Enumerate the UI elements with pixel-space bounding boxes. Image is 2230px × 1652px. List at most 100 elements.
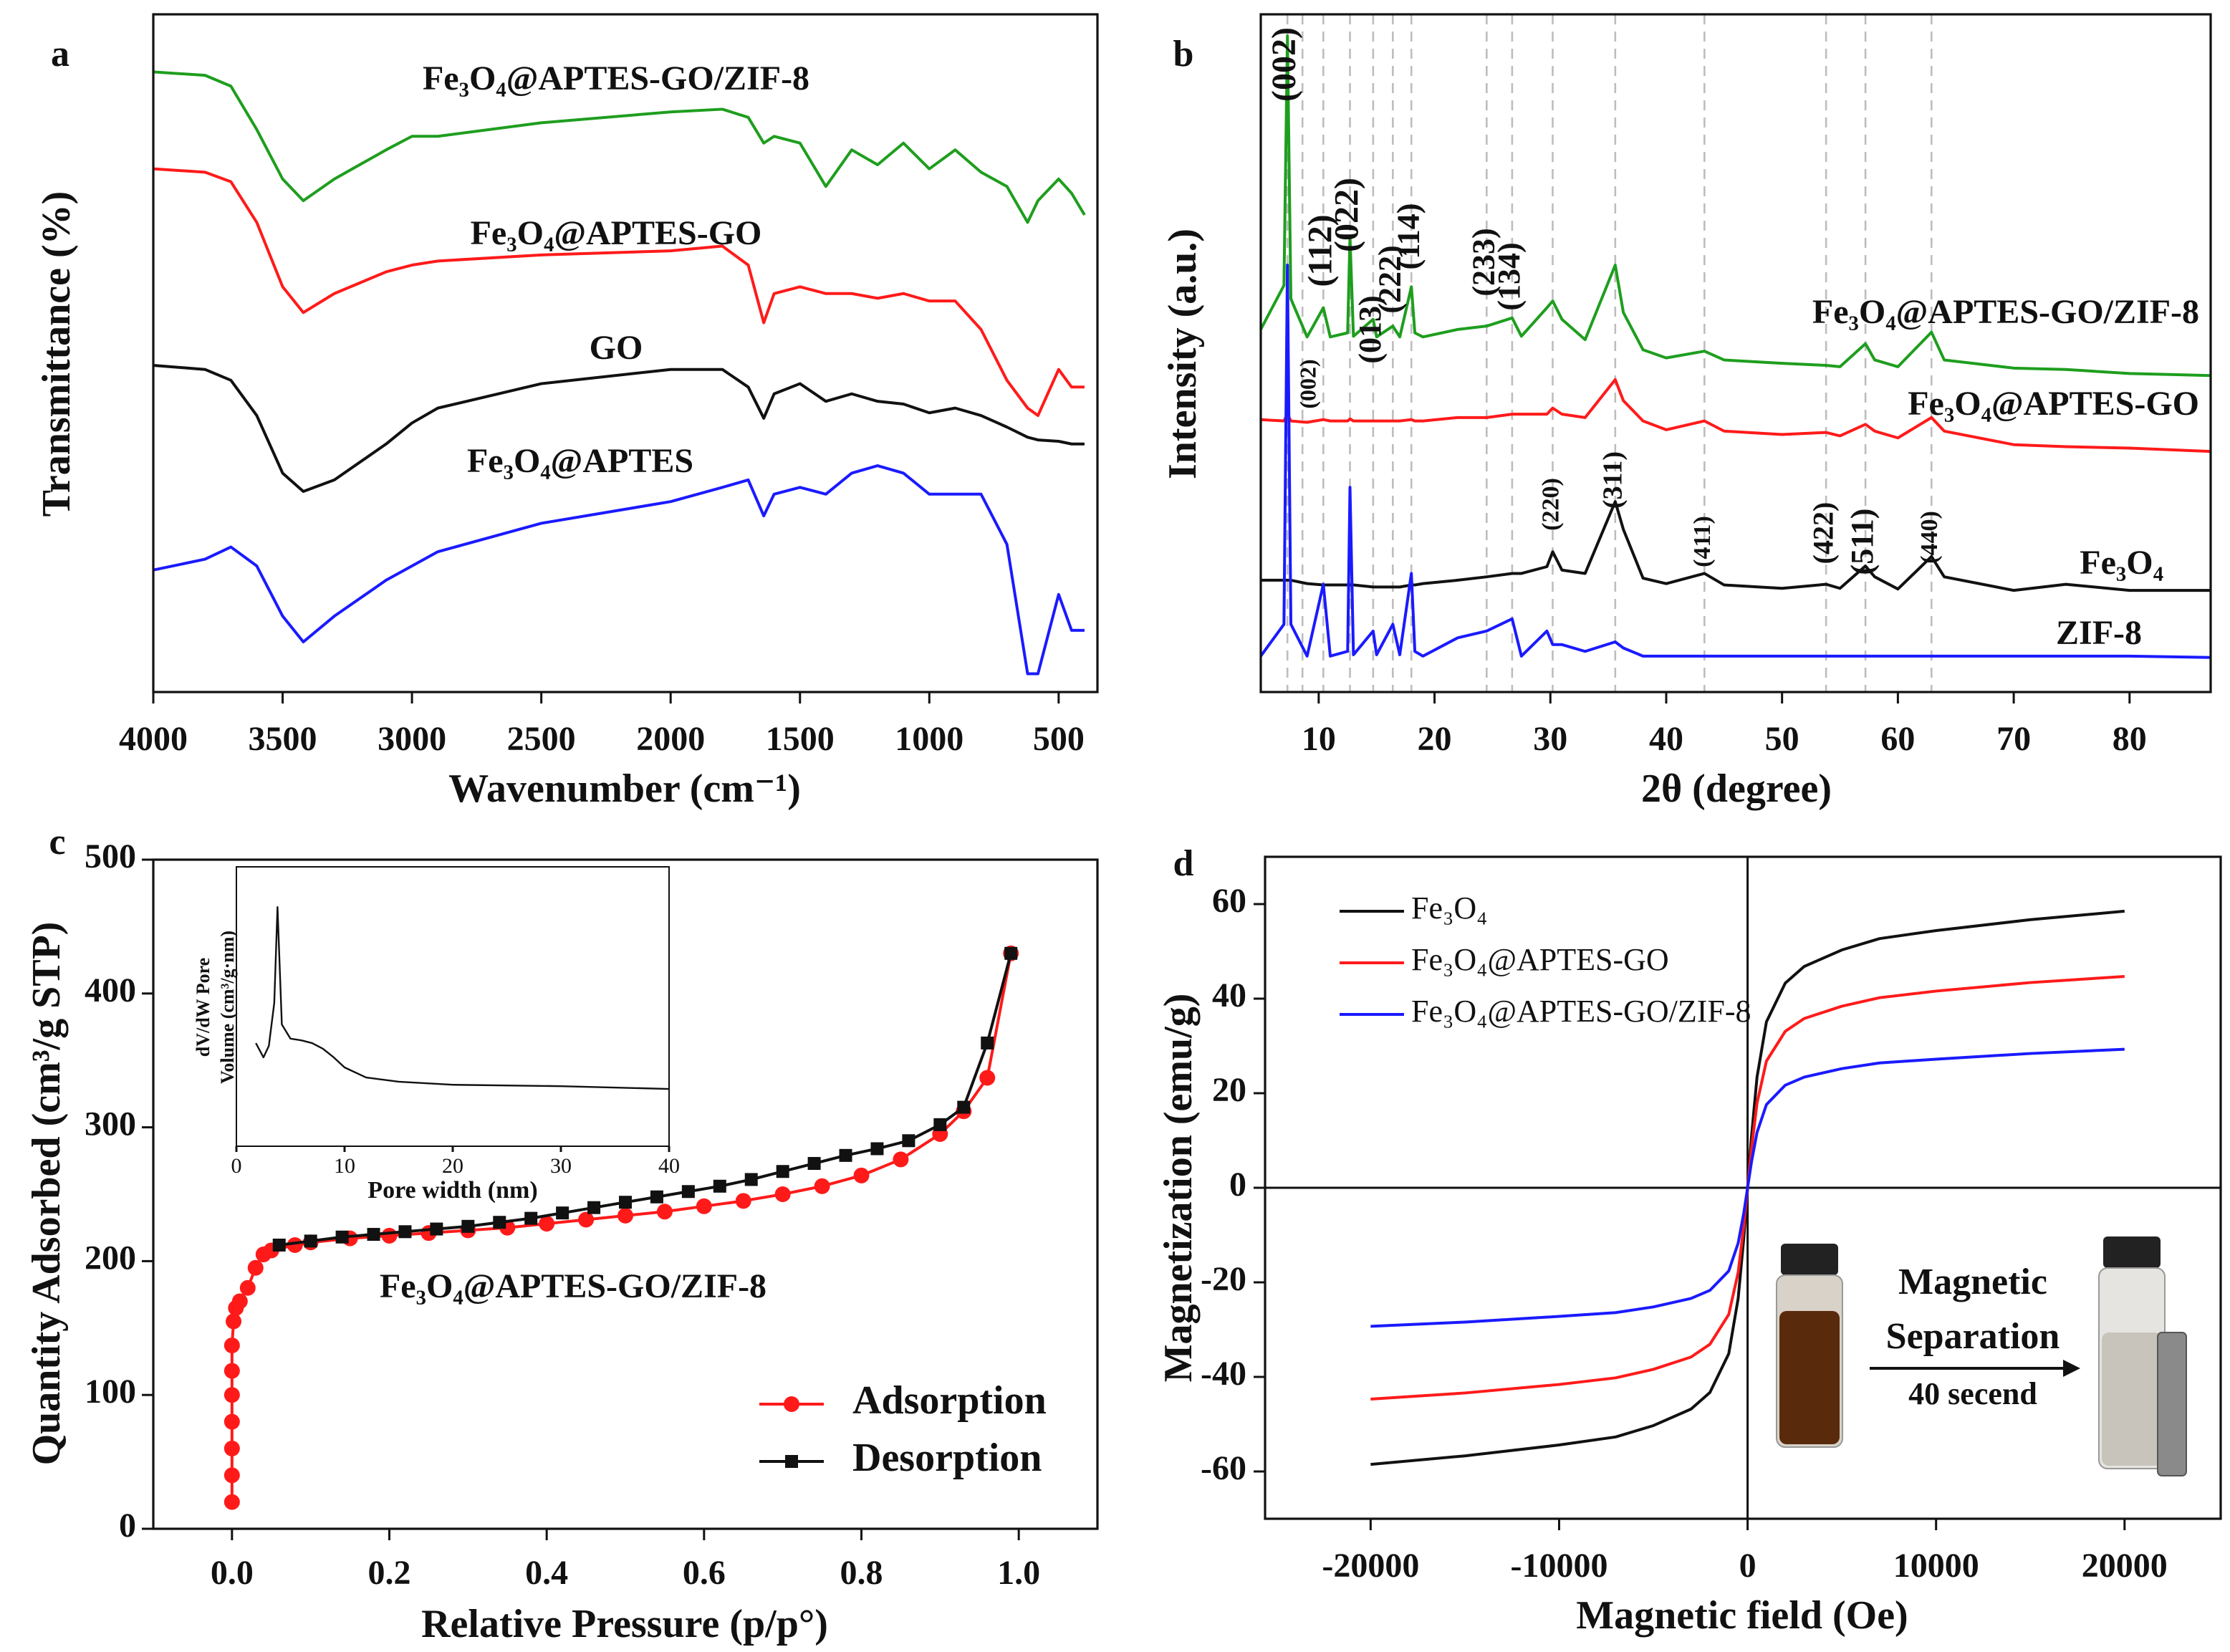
series-line <box>153 464 1085 676</box>
series-label: ZIF-8 <box>2056 614 2142 652</box>
marker <box>335 1230 349 1244</box>
marker <box>681 1185 695 1199</box>
x-tick-label: 40 <box>1649 720 1683 758</box>
x-tick-label: 20 <box>442 1154 463 1178</box>
y-tick-label: -40 <box>1201 1355 1246 1393</box>
plot-frame <box>236 866 670 1147</box>
y-axis-title: Intensity (a.u.) <box>1160 229 1205 479</box>
legend-label: Fe₃O₄@APTES-GO <box>1411 942 1669 977</box>
marker <box>224 1467 240 1484</box>
series-line <box>1259 34 2211 378</box>
y-tick-label: 0 <box>119 1507 136 1545</box>
x-tick-label: 1000 <box>895 720 963 758</box>
marker <box>735 1193 751 1209</box>
marker <box>247 1259 264 1276</box>
vial-liquid <box>1779 1311 1840 1444</box>
x-tick-label: 0 <box>1739 1547 1756 1585</box>
x-tick-label: 20000 <box>2082 1547 2168 1585</box>
series-label: Fe₃O₄@APTES-GO/ZIF-8 <box>1812 293 2199 331</box>
series-label: GO <box>590 329 643 367</box>
marker <box>656 1204 673 1220</box>
y-tick-label: -60 <box>1201 1449 1246 1487</box>
series-label: Fe₃O₄@APTES <box>467 442 693 480</box>
plot-frame <box>152 13 1099 693</box>
marker <box>224 1440 240 1456</box>
x-tick-label: 500 <box>1033 720 1085 758</box>
peak-label: (233) <box>1466 228 1501 296</box>
y-axis-title: Transmittance (%) <box>34 191 79 517</box>
marker <box>239 1279 256 1296</box>
y-axis-title: Magnetization (emu/g) <box>1156 994 1201 1383</box>
series-line <box>1370 1047 2125 1328</box>
annotation: Magnetic <box>1898 1262 2047 1302</box>
x-axis-title: Wavenumber (cm⁻¹) <box>448 767 801 811</box>
marker <box>224 1387 240 1403</box>
panel-label: a <box>51 34 69 75</box>
marker <box>224 1494 240 1510</box>
x-tick-label: 20 <box>1418 720 1452 758</box>
series-line <box>153 167 1085 418</box>
annotation: 40 secend <box>1908 1376 2037 1411</box>
peak-label: (013) <box>1352 295 1388 363</box>
y-tick-label: 500 <box>85 837 136 875</box>
marker <box>957 1100 971 1114</box>
peak-label: (411) <box>1689 516 1716 567</box>
marker <box>839 1148 852 1162</box>
series-line <box>153 70 1086 224</box>
peak-label: (422) <box>1807 502 1839 565</box>
x-tick-label: 0.0 <box>211 1554 254 1592</box>
series-line <box>255 906 670 1090</box>
panel-label: b <box>1173 34 1194 75</box>
x-tick-label: 3500 <box>249 720 317 758</box>
x-tick-label: 0.4 <box>525 1554 568 1592</box>
marker <box>578 1211 595 1228</box>
x-tick-label: 10 <box>1302 720 1336 758</box>
marker <box>224 1413 240 1430</box>
peak-label: (022) <box>1328 178 1366 252</box>
peak-label: (220) <box>1537 478 1564 531</box>
x-axis-title: Magnetic field (Oe) <box>1576 1593 1908 1638</box>
legend-label: Adsorption <box>852 1378 1047 1423</box>
plot-frame <box>1259 13 2212 693</box>
y-tick-label: 40 <box>1212 976 1246 1014</box>
marker <box>696 1198 712 1214</box>
peak-label: (002) <box>1265 27 1303 102</box>
x-tick-label: 1500 <box>766 720 835 758</box>
marker <box>367 1228 380 1242</box>
marker <box>493 1216 506 1229</box>
marker <box>981 1036 994 1050</box>
x-tick-label: 50 <box>1765 720 1799 758</box>
marker <box>902 1134 915 1148</box>
peak-label: (222) <box>1372 245 1407 313</box>
x-tick-label: 4000 <box>119 720 188 758</box>
marker <box>226 1313 242 1330</box>
x-tick-label: 0 <box>231 1154 242 1178</box>
marker <box>587 1201 601 1214</box>
vial-liquid <box>2102 1332 2162 1466</box>
x-axis-title: Relative Pressure (p/p°) <box>421 1602 828 1646</box>
x-tick-label: 10 <box>334 1154 355 1178</box>
marker <box>430 1222 443 1236</box>
x-tick-label: 2000 <box>636 720 705 758</box>
annotation: Separation <box>1886 1316 2060 1357</box>
y-axis-title: dV/dW Pore <box>193 958 213 1057</box>
legend-marker <box>784 1396 799 1412</box>
marker <box>979 1070 996 1086</box>
marker <box>744 1173 758 1186</box>
series-line <box>1261 500 2211 592</box>
separation-photo <box>1776 1236 2187 1476</box>
marker <box>933 1118 947 1131</box>
peak-label: (440) <box>1916 511 1943 564</box>
series-label: Fe₃O₄@APTES-GO <box>471 214 762 252</box>
peak-label: (002) <box>1295 359 1321 408</box>
panel-label: d <box>1173 843 1194 884</box>
series-label: Fe₃O₄@APTES-GO/ZIF-8 <box>423 59 809 97</box>
y-tick-label: -20 <box>1201 1260 1246 1298</box>
marker <box>224 1363 240 1379</box>
peak-label: (511) <box>1845 509 1880 575</box>
x-axis-title: Pore width (nm) <box>367 1177 537 1204</box>
marker <box>224 1338 240 1354</box>
panel-label: c <box>49 822 65 863</box>
